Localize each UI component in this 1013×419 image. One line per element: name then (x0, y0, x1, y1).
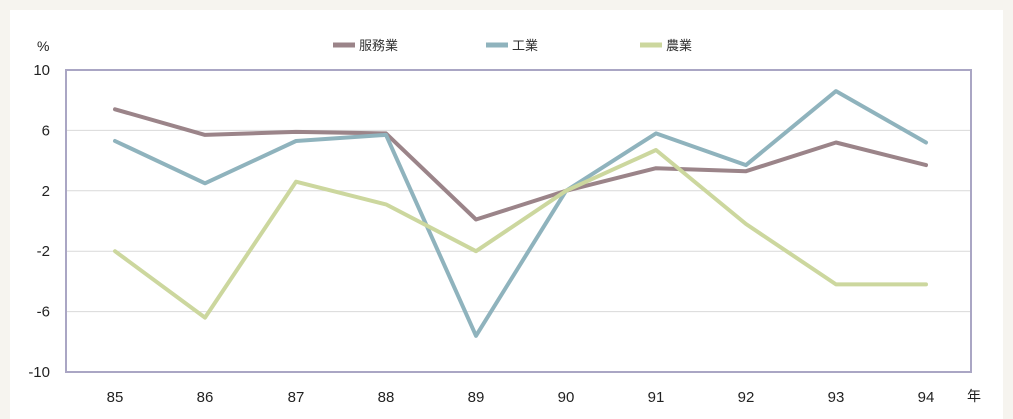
series-line-3 (113, 148, 928, 320)
x-tick-label: 86 (197, 389, 214, 406)
legend: 服務業 工業 農業 (333, 38, 692, 54)
plot-area-border (65, 69, 972, 373)
x-axis-ticks: 85 86 87 88 89 90 91 92 93 94 (107, 389, 935, 406)
x-axis-unit-label: 年 (967, 388, 981, 404)
x-tick-label: 89 (468, 389, 485, 406)
series-lines (113, 89, 928, 338)
legend-label: 工業 (512, 38, 538, 54)
x-tick-label: 91 (648, 389, 665, 406)
x-tick-label: 94 (918, 389, 935, 406)
y-axis-ticks: 10 6 2 -2 -6 -10 (28, 62, 50, 381)
series-line-1 (113, 107, 928, 222)
x-tick-label: 88 (378, 389, 395, 406)
grid-lines (66, 129, 971, 313)
y-tick-label: -6 (37, 304, 50, 321)
x-tick-label: 92 (738, 389, 755, 406)
y-tick-label: -2 (37, 243, 50, 260)
y-axis-unit-label: % (37, 38, 49, 54)
y-tick-label: 6 (42, 122, 50, 139)
x-tick-label: 85 (107, 389, 124, 406)
series-line-2 (113, 89, 928, 338)
legend-label: 農業 (666, 38, 692, 54)
y-tick-label: -10 (28, 364, 50, 381)
x-tick-label: 93 (828, 389, 845, 406)
x-tick-label: 87 (288, 389, 305, 406)
chart-panel (10, 10, 1003, 419)
legend-label: 服務業 (359, 38, 398, 54)
y-tick-label: 2 (42, 183, 50, 200)
y-tick-label: 10 (33, 62, 50, 79)
x-tick-label: 90 (558, 389, 575, 406)
